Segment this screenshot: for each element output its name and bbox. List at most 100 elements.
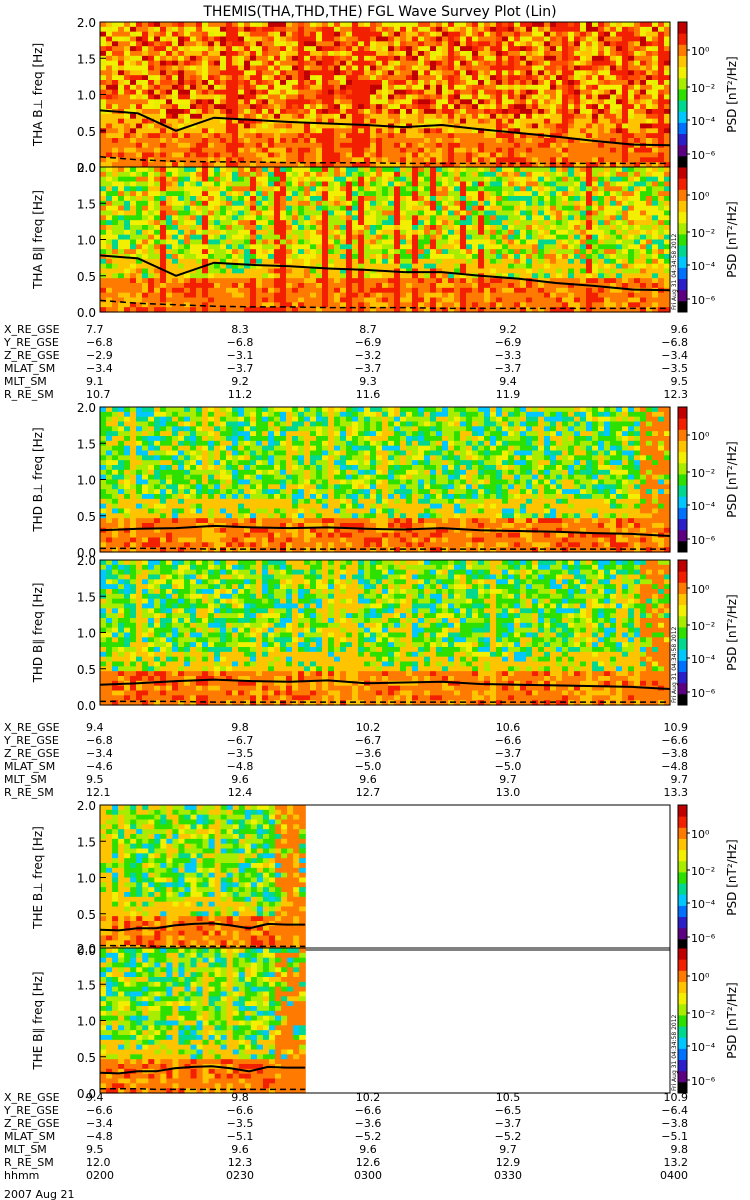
heatmap-cell: [232, 186, 239, 192]
heatmap-cell: [334, 297, 341, 303]
heatmap-cell: [466, 26, 473, 33]
heatmap-cell: [340, 99, 347, 105]
heatmap-cell: [154, 249, 161, 255]
heatmap-cell: [628, 65, 635, 71]
heatmap-cell: [580, 128, 587, 134]
heatmap-cell: [496, 196, 503, 202]
heatmap-cell: [412, 94, 419, 100]
heatmap-cell: [304, 176, 311, 183]
heatmap-cell: [508, 297, 515, 303]
heatmap-cell: [322, 70, 329, 76]
heatmap-cell: [376, 109, 383, 115]
heatmap-cell: [496, 297, 503, 303]
heatmap-cell: [232, 31, 239, 38]
heatmap-cell: [178, 31, 185, 38]
heatmap-cell: [202, 210, 209, 216]
heatmap-cell: [130, 249, 137, 255]
heatmap-cell: [280, 84, 287, 91]
heatmap-cell: [364, 26, 371, 33]
heatmap-cell: [148, 215, 155, 221]
heatmap-cell: [214, 283, 221, 289]
heatmap-cell: [502, 123, 509, 129]
heatmap-cell: [214, 89, 221, 96]
heatmap-cell: [436, 196, 443, 202]
heatmap-cell: [274, 104, 281, 110]
heatmap-cell: [166, 60, 173, 67]
heatmap-cell: [328, 225, 335, 231]
heatmap-cell: [484, 200, 491, 207]
heatmap-cell: [466, 283, 473, 289]
heatmap-cell: [244, 36, 251, 42]
heatmap-cell: [214, 234, 221, 241]
heatmap-cell: [340, 31, 347, 38]
heatmap-cell: [184, 292, 191, 299]
heatmap-cell: [202, 123, 209, 129]
heatmap-cell: [130, 191, 137, 197]
heatmap-cell: [214, 70, 221, 76]
heatmap-cell: [220, 273, 227, 279]
heatmap-cell: [256, 138, 263, 144]
heatmap-cell: [268, 302, 275, 308]
heatmap-cell: [220, 263, 227, 270]
heatmap-cell: [592, 152, 599, 158]
heatmap-cell: [472, 36, 479, 42]
heatmap-cell: [166, 162, 173, 168]
heatmap-cell: [364, 128, 371, 134]
heatmap-cell: [364, 80, 371, 86]
heatmap-cell: [136, 60, 143, 67]
heatmap-cell: [184, 55, 191, 62]
heatmap-cell: [502, 239, 509, 245]
heatmap-cell: [394, 278, 401, 284]
heatmap-cell: [652, 89, 659, 96]
heatmap-cell: [418, 113, 425, 120]
heatmap-cell: [562, 128, 569, 134]
heatmap-cell: [232, 123, 239, 129]
heatmap-cell: [436, 147, 443, 154]
heatmap-cell: [280, 147, 287, 154]
heatmap-cell: [316, 249, 323, 255]
heatmap-cell: [604, 99, 611, 105]
heatmap-cell: [484, 258, 491, 265]
heatmap-cell: [436, 254, 443, 260]
heatmap-cell: [124, 205, 131, 212]
heatmap-cell: [658, 46, 665, 52]
heatmap-cell: [196, 181, 203, 187]
heatmap-cell: [214, 118, 221, 125]
heatmap-cell: [154, 36, 161, 42]
heatmap-cell: [376, 167, 383, 173]
heatmap-cell: [466, 118, 473, 125]
heatmap-cell: [616, 65, 623, 71]
heatmap-cell: [208, 263, 215, 270]
heatmap-cell: [352, 51, 359, 57]
heatmap-cell: [304, 31, 311, 38]
colorbar-segment: [678, 144, 687, 157]
heatmap-cell: [178, 220, 185, 226]
heatmap-cell: [280, 215, 287, 221]
heatmap-cell: [364, 75, 371, 81]
heatmap-cell: [640, 94, 647, 100]
heatmap-cell: [178, 26, 185, 33]
heatmap-cell: [610, 152, 617, 158]
heatmap-cell: [304, 292, 311, 299]
heatmap-cell: [502, 200, 509, 207]
heatmap-cell: [118, 75, 125, 81]
heatmap-cell: [274, 157, 281, 163]
heatmap-cell: [100, 94, 107, 100]
heatmap-cell: [280, 41, 287, 47]
heatmap-cell: [472, 278, 479, 284]
heatmap-cell: [406, 171, 413, 178]
heatmap-cell: [544, 60, 551, 67]
heatmap-cell: [412, 302, 419, 308]
heatmap-cell: [406, 75, 413, 81]
heatmap-cell: [136, 75, 143, 81]
heatmap-cell: [538, 128, 545, 134]
heatmap-cell: [508, 133, 515, 139]
heatmap-cell: [514, 22, 521, 28]
heatmap-cell: [154, 157, 161, 163]
heatmap-cell: [160, 205, 167, 212]
heatmap-cell: [154, 41, 161, 47]
heatmap-cell: [550, 162, 557, 168]
heatmap-cell: [160, 99, 167, 105]
heatmap-cell: [412, 142, 419, 149]
heatmap-cell: [280, 70, 287, 76]
